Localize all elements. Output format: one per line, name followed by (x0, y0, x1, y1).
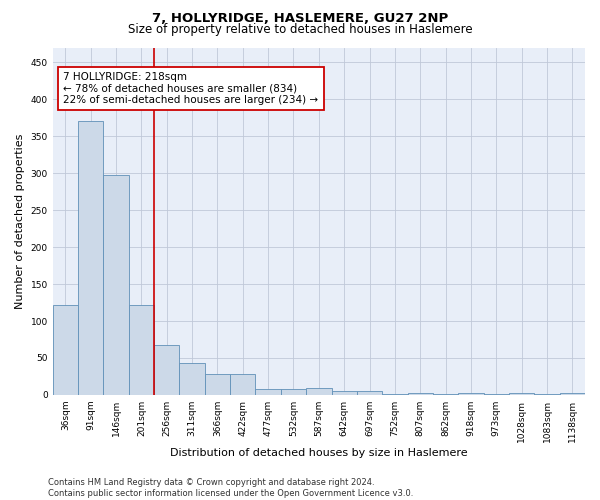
Bar (129, 305, 154, 395)
Text: Contains HM Land Registry data © Crown copyright and database right 2024.
Contai: Contains HM Land Registry data © Crown c… (48, 478, 413, 498)
Text: Size of property relative to detached houses in Haslemere: Size of property relative to detached ho… (128, 22, 472, 36)
Bar (281, 389, 306, 395)
Bar (306, 388, 332, 395)
Bar (332, 392, 357, 395)
Bar (205, 374, 230, 395)
Bar (509, 392, 535, 395)
Bar (407, 392, 433, 395)
Y-axis label: Number of detached properties: Number of detached properties (15, 134, 25, 309)
Bar (357, 392, 382, 395)
Bar (484, 394, 509, 395)
Bar (154, 344, 179, 395)
X-axis label: Distribution of detached houses by size in Haslemere: Distribution of detached houses by size … (170, 448, 467, 458)
Bar (458, 394, 484, 395)
Bar (382, 394, 407, 395)
Bar (230, 374, 256, 395)
Bar (256, 389, 281, 395)
Bar (560, 394, 585, 395)
Bar (78, 122, 103, 395)
Bar (53, 305, 78, 395)
Bar (179, 363, 205, 395)
Text: 7 HOLLYRIDGE: 218sqm
← 78% of detached houses are smaller (834)
22% of semi-deta: 7 HOLLYRIDGE: 218sqm ← 78% of detached h… (64, 72, 319, 105)
Bar (433, 394, 458, 395)
Bar (103, 176, 129, 395)
Text: 7, HOLLYRIDGE, HASLEMERE, GU27 2NP: 7, HOLLYRIDGE, HASLEMERE, GU27 2NP (152, 12, 448, 26)
Bar (535, 394, 560, 395)
